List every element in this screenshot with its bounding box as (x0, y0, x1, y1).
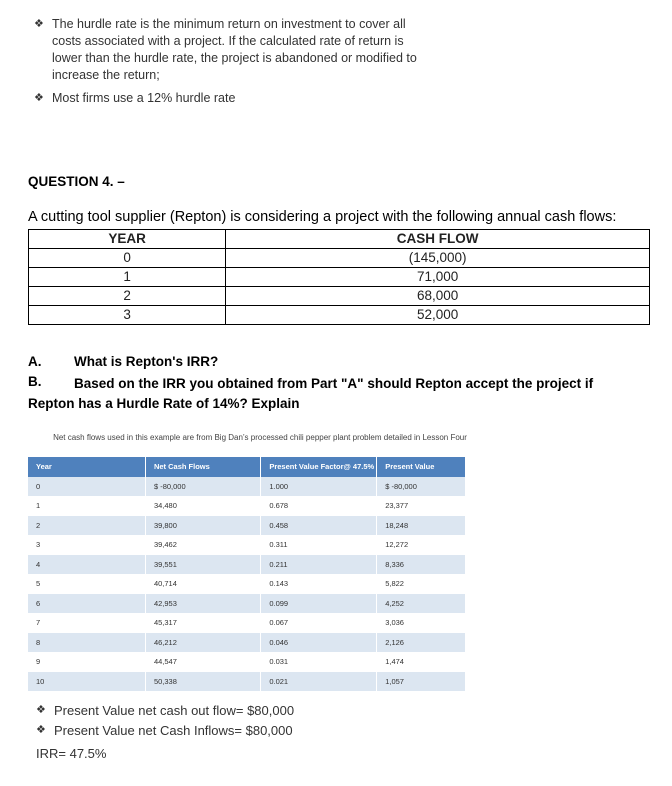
bullet-text: Present Value net Cash Inflows= $80,000 (54, 723, 293, 738)
table-cell: 0.678 (260, 496, 378, 516)
table-cell: 23,377 (376, 496, 466, 516)
table-cell: 7 (28, 613, 146, 633)
summary-bullet: ❖ Present Value net cash out flow= $80,00… (36, 702, 295, 719)
table-row: 0 (145,000) (27, 248, 650, 268)
summary-bullet: ❖ Present Value net Cash Inflows= $80,000 (36, 722, 293, 739)
table-cell: 42,953 (145, 593, 262, 613)
cash-flow-table: YEAR CASH FLOW 0 (145,000) 1 71,000 2 68,000 3 52… (27, 229, 650, 325)
table-cell: $ -80,000 (145, 476, 262, 496)
table-cell: 10 (28, 671, 146, 691)
table-cell: 34,480 (145, 496, 262, 516)
table-cell: 0.046 (260, 632, 378, 652)
question-text: What is Repton's IRR? (74, 354, 219, 369)
header-cell: Present Value (376, 457, 466, 477)
table-row: 3 39,462 0.311 12,272 (28, 535, 466, 555)
example-table: Year Net Cash Flows Present Value Factor@ … (28, 457, 466, 691)
bullet-text: The hurdle rate is the minimum return on… (52, 17, 417, 82)
table-row: 4 39,551 0.211 8,336 (28, 554, 466, 574)
table-cell: 0.021 (260, 671, 378, 691)
table-cell: 2 (27, 286, 227, 306)
table-cell: 4,252 (376, 593, 466, 613)
table-cell: 1 (28, 496, 146, 516)
irr-result: IRR= 47.5% (36, 746, 107, 761)
table-cell: 50,338 (145, 671, 262, 691)
header-cell: Net Cash Flows (145, 457, 262, 477)
table-cell: 71,000 (225, 267, 650, 287)
table-cell: 0.211 (260, 554, 378, 574)
table-cell: 3 (27, 305, 227, 325)
table-row: 10 50,338 0.021 1,057 (28, 671, 466, 691)
table-row: 6 42,953 0.099 4,252 (28, 593, 466, 613)
header-cell: Present Value Factor@ 47.5% (260, 457, 378, 477)
table-cell: 0 (27, 248, 227, 268)
question-letter: A. (28, 354, 42, 369)
header-cell: YEAR (27, 229, 227, 249)
table-cell: 45,317 (145, 613, 262, 633)
table-row: 5 40,714 0.143 5,822 (28, 574, 466, 594)
example-caption: Net cash flows used in this example are … (53, 433, 467, 442)
table-cell: 0.031 (260, 652, 378, 672)
question-letter: B. (28, 374, 42, 389)
table-cell: 1,057 (376, 671, 466, 691)
header-row: YEAR CASH FLOW (27, 229, 650, 249)
question-heading: QUESTION 4. – (28, 174, 125, 189)
table-cell: 0.458 (260, 515, 378, 535)
table-cell: 39,462 (145, 535, 262, 555)
question-text: Based on the IRR you obtained from Part … (28, 376, 594, 411)
question-intro: A cutting tool supplier (Repton) is cons… (28, 209, 617, 225)
header-cell: CASH FLOW (225, 229, 650, 249)
table-cell: (145,000) (225, 248, 650, 268)
table-cell: 39,800 (145, 515, 262, 535)
table-cell: 9 (28, 652, 146, 672)
table-cell: 8 (28, 632, 146, 652)
table-cell: 39,551 (145, 554, 262, 574)
bullet-icon: ❖ (36, 704, 46, 716)
table-cell: 0.067 (260, 613, 378, 633)
table-cell: 1.000 (260, 476, 378, 496)
table-cell: 3,036 (376, 613, 466, 633)
bullet-icon: ❖ (34, 92, 44, 104)
table-cell: 2 (28, 515, 146, 535)
table-row: 2 68,000 (27, 286, 650, 306)
table-row: 3 52,000 (27, 305, 650, 325)
table-cell: 0.311 (260, 535, 378, 555)
table-row: 0 $ -80,000 1.000 $ -80,000 (28, 476, 466, 496)
header-cell: Year (28, 457, 146, 477)
bullet-text: Most firms use a 12% hurdle rate (52, 91, 236, 105)
table-cell: 1 (27, 267, 227, 287)
table-cell: 6 (28, 593, 146, 613)
table-row: 9 44,547 0.031 1,474 (28, 652, 466, 672)
table-cell: 5 (28, 574, 146, 594)
intro-bullet: ❖ Most firms use a 12% hurdle rate (34, 90, 422, 107)
table-cell: 68,000 (225, 286, 650, 306)
table-cell: 12,272 (376, 535, 466, 555)
table-row: 1 34,480 0.678 23,377 (28, 496, 466, 516)
table-row: 7 45,317 0.067 3,036 (28, 613, 466, 633)
table-cell: 5,822 (376, 574, 466, 594)
table-cell: 2,126 (376, 632, 466, 652)
table-cell: 0.099 (260, 593, 378, 613)
table-row: 1 71,000 (27, 267, 650, 287)
table-cell: 44,547 (145, 652, 262, 672)
table-cell: 3 (28, 535, 146, 555)
table-cell: $ -80,000 (376, 476, 466, 496)
bullet-icon: ❖ (34, 18, 44, 30)
bullet-text: Present Value net cash out flow= $80,000 (54, 703, 295, 718)
table-row: 8 46,212 0.046 2,126 (28, 632, 466, 652)
table-cell: 0.143 (260, 574, 378, 594)
table-cell: 4 (28, 554, 146, 574)
table-cell: 0 (28, 476, 146, 496)
table-cell: 52,000 (225, 305, 650, 325)
bullet-icon: ❖ (36, 724, 46, 736)
table-cell: 46,212 (145, 632, 262, 652)
table-cell: 18,248 (376, 515, 466, 535)
table-cell: 8,336 (376, 554, 466, 574)
table-cell: 40,714 (145, 574, 262, 594)
header-row: Year Net Cash Flows Present Value Factor@ … (28, 457, 466, 477)
intro-bullet: ❖ The hurdle rate is the minimum return o… (34, 16, 422, 84)
table-row: 2 39,800 0.458 18,248 (28, 515, 466, 535)
table-cell: 1,474 (376, 652, 466, 672)
